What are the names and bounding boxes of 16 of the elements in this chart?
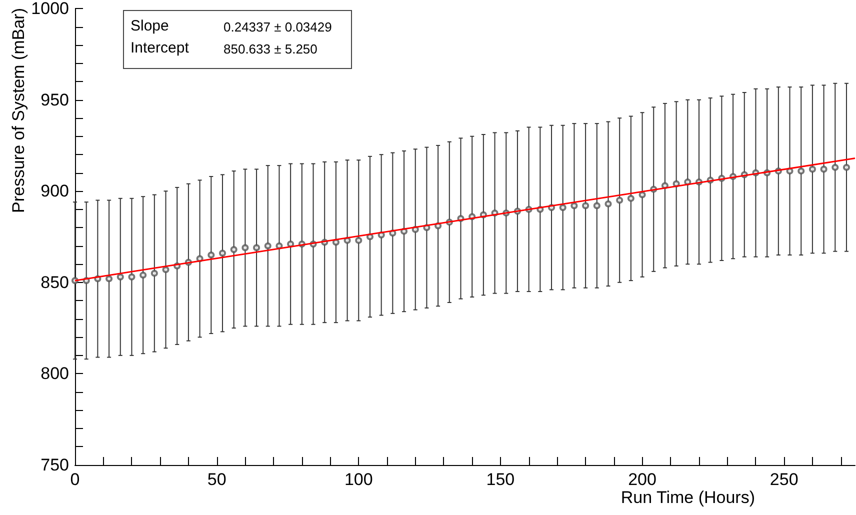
y-tick-label: 900 xyxy=(40,182,69,201)
y-tick-label: 950 xyxy=(40,90,69,110)
x-axis-title: Run Time (Hours) xyxy=(620,488,755,507)
text: Slope 0.24337 ± 0.03429 xyxy=(130,18,332,34)
y-tick-label: 750 xyxy=(40,456,69,474)
text: Intercept 850.633 ± 5.250 xyxy=(130,40,318,56)
x-tick-label: 50 xyxy=(207,470,226,489)
x-tick-label: 200 xyxy=(628,470,656,489)
x-tick-label: 250 xyxy=(770,470,798,489)
y-tick-label: 1000 xyxy=(31,0,69,18)
y-tick-label: 800 xyxy=(40,364,69,384)
y-axis-title: Pressure of System (mBar) xyxy=(9,8,28,213)
y-tick-label: 850 xyxy=(40,272,69,292)
x-tick-label: 150 xyxy=(486,470,515,489)
x-tick-label: 0 xyxy=(70,470,80,489)
x-tick-label: 100 xyxy=(344,470,373,489)
